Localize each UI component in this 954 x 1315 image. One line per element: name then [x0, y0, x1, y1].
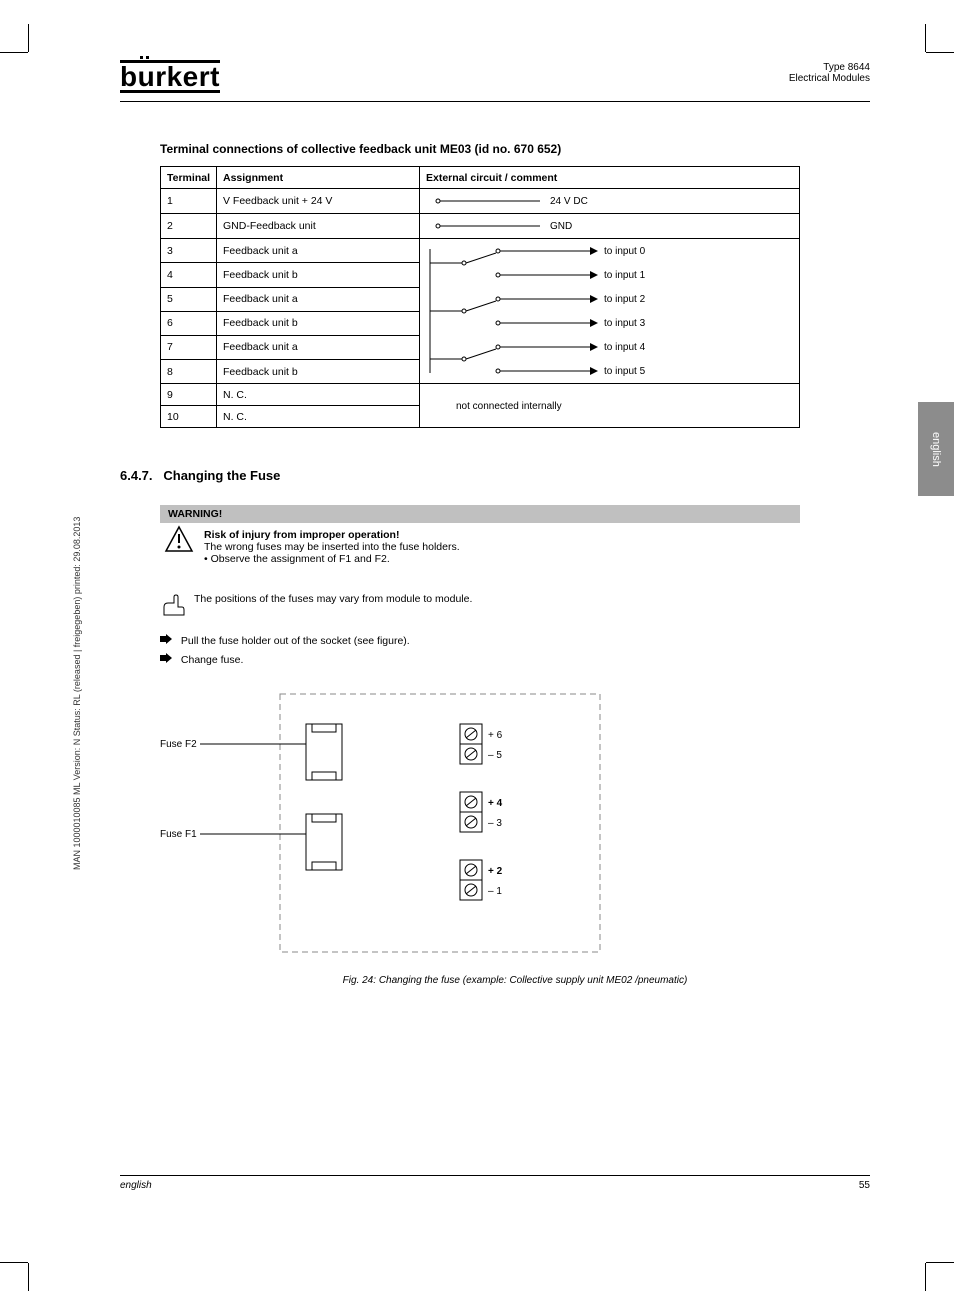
cell-terminal: 10: [161, 406, 217, 428]
cell-assign: Feedback unit b: [216, 359, 419, 383]
logo: burkert: [120, 60, 220, 93]
svg-text:Fuse F2: Fuse F2: [160, 739, 197, 750]
note-text: The positions of the fuses may vary from…: [194, 593, 472, 605]
svg-text:+ 4: + 4: [488, 798, 503, 809]
arrow-bullet-icon: [160, 634, 172, 644]
section-heading: 6.4.7. Changing the Fuse: [120, 468, 870, 483]
fuse-figure: Fuse F2 Fuse F1 + 6 – 5 + 4 – 3: [160, 684, 640, 964]
cell-assign: V Feedback unit + 24 V: [216, 189, 419, 214]
page-content: Type 8644 Electrical Modules burkert Ter…: [120, 60, 870, 986]
cell-assign: N. C.: [216, 384, 419, 406]
cell-assign: Feedback unit b: [216, 263, 419, 287]
switch-diagram: to input 0 to input 1 to input 2: [420, 239, 798, 383]
note-row: The positions of the fuses may vary from…: [160, 593, 870, 622]
wiring-svg: 24 V DC: [420, 189, 798, 213]
svg-text:24 V DC: 24 V DC: [550, 196, 588, 207]
cell-terminal: 1: [161, 189, 217, 214]
hand-pointing-icon: [160, 593, 186, 619]
th-assignment: Assignment: [216, 167, 419, 189]
cell-terminal: 6: [161, 311, 217, 335]
procedure-list: Pull the fuse holder out of the socket (…: [160, 634, 870, 666]
svg-text:to input 3: to input 3: [604, 318, 646, 329]
cell-assign: GND-Feedback unit: [216, 214, 419, 239]
svg-text:Fuse F1: Fuse F1: [160, 829, 197, 840]
table-title: Terminal connections of collective feedb…: [160, 142, 870, 156]
cell-terminal: 7: [161, 335, 217, 359]
cell-diagram: GND: [420, 214, 800, 239]
svg-text:to input 5: to input 5: [604, 366, 646, 377]
th-circuit: External circuit / comment: [420, 167, 800, 189]
page-header: Type 8644 Electrical Modules burkert: [120, 60, 870, 102]
svg-text:+ 2: + 2: [488, 866, 503, 877]
footer-left: english: [120, 1180, 152, 1191]
cell-assign: Feedback unit a: [216, 239, 419, 263]
svg-text:to input 4: to input 4: [604, 342, 646, 353]
cell-nc: not connected internally: [420, 384, 800, 428]
cell-assign: Feedback unit a: [216, 287, 419, 311]
cell-terminal: 3: [161, 239, 217, 263]
svg-text:GND: GND: [550, 221, 572, 232]
svg-text:– 5: – 5: [488, 750, 502, 761]
cell-assign: Feedback unit a: [216, 335, 419, 359]
cell-terminal: 2: [161, 214, 217, 239]
figure-caption: Fig. 24: Changing the fuse (example: Col…: [160, 975, 870, 986]
cell-terminal: 4: [161, 263, 217, 287]
svg-text:– 1: – 1: [488, 886, 502, 897]
proc-step-1: Pull the fuse holder out of the socket (…: [181, 635, 410, 647]
figure-area: Fuse F2 Fuse F1 + 6 – 5 + 4 – 3: [160, 684, 870, 986]
language-tab: english: [918, 402, 954, 496]
svg-text:to input 1: to input 1: [604, 270, 646, 281]
cell-diagram: 24 V DC: [420, 189, 800, 214]
svg-text:– 3: – 3: [488, 818, 502, 829]
proc-step-2: Change fuse.: [181, 654, 243, 666]
warning-header: WARNING!: [160, 505, 800, 523]
page-footer: english 55: [120, 1175, 870, 1191]
cell-assign: Feedback unit b: [216, 311, 419, 335]
warning-line2: The wrong fuses may be inserted into the…: [204, 541, 792, 553]
svg-text:to input 2: to input 2: [604, 294, 646, 305]
cell-terminal: 5: [161, 287, 217, 311]
cell-terminal: 8: [161, 359, 217, 383]
cell-diagram-switch: to input 0 to input 1 to input 2: [420, 239, 800, 384]
arrow-bullet-icon: [160, 653, 172, 663]
connection-table: Terminal Assignment External circuit / c…: [160, 166, 800, 428]
product-line2: Electrical Modules: [789, 73, 870, 84]
svg-text:+ 6: + 6: [488, 730, 503, 741]
warning-box: WARNING! Risk of injury from improper op…: [160, 505, 800, 571]
th-terminal: Terminal: [161, 167, 217, 189]
side-rotated-text: MAN 1000010085 ML Version: N Status: RL …: [72, 517, 82, 870]
cell-assign: N. C.: [216, 406, 419, 428]
warning-triangle-icon: [164, 525, 194, 553]
svg-text:to input 0: to input 0: [604, 246, 646, 257]
cell-terminal: 9: [161, 384, 217, 406]
warning-line1: Risk of injury from improper operation!: [204, 529, 792, 541]
warning-line3: • Observe the assignment of F1 and F2.: [204, 553, 792, 565]
footer-page-number: 55: [859, 1180, 870, 1191]
product-line1: Type 8644: [789, 62, 870, 73]
